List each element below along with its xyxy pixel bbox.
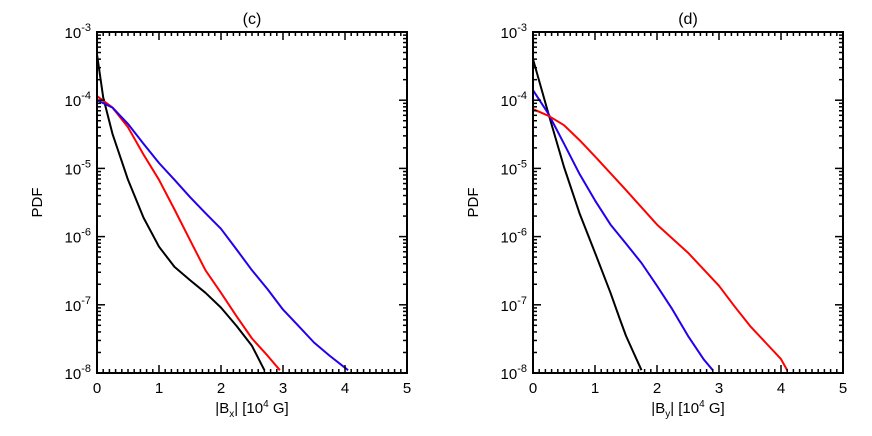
y-tick-label: 10-8 <box>65 363 91 383</box>
y-tick-base: 10 <box>501 298 518 315</box>
x-tick-label: 1 <box>155 380 163 397</box>
y-tick-base: 10 <box>501 230 518 247</box>
y-tick-base: 10 <box>65 93 82 110</box>
x-tick-label: 1 <box>591 380 599 397</box>
y-tick-label: 10-4 <box>501 90 527 110</box>
y-tick-label: 10-4 <box>65 90 91 110</box>
series-line-0 <box>97 54 266 371</box>
y-axis-label: PDF <box>29 188 46 218</box>
y-tick-label: 10-7 <box>501 295 527 315</box>
x-axis-label-part: 4 <box>699 399 705 410</box>
x-axis-label-part: 4 <box>263 399 269 410</box>
panel-title: (d) <box>678 11 698 28</box>
y-tick-exponent: -7 <box>517 295 527 307</box>
y-tick-exponent: -5 <box>81 158 91 170</box>
panel-c: 0 1 2 3 4 510-310-410-510-610-710-8(c)PDF|Bx|… <box>29 11 411 420</box>
x-tick-label: 2 <box>653 380 661 397</box>
y-tick-label: 10-3 <box>65 22 91 42</box>
y-tick-base: 10 <box>65 25 82 42</box>
x-axis-label: |Bx| [104 G] <box>215 399 288 420</box>
y-tick-base: 10 <box>501 25 518 42</box>
y-tick-exponent: -4 <box>81 90 91 102</box>
series-line-0 <box>533 58 643 371</box>
y-tick-exponent: -8 <box>81 363 91 375</box>
y-tick-base: 10 <box>501 366 518 383</box>
x-axis-label-part: x <box>229 409 234 420</box>
y-tick-label: 10-3 <box>501 22 527 42</box>
x-tick-label: 5 <box>839 380 847 397</box>
series-line-1 <box>97 95 281 371</box>
x-tick-label: 4 <box>777 380 785 397</box>
x-axis-label-part: G] <box>705 400 725 417</box>
x-axis-label: |By| [104 G] <box>651 399 724 420</box>
x-axis-label-part: G] <box>269 400 289 417</box>
x-tick-label: 5 <box>403 380 411 397</box>
y-tick-label: 10-6 <box>501 227 527 247</box>
x-tick-label: 3 <box>715 380 723 397</box>
y-tick-exponent: -6 <box>81 227 91 239</box>
y-axis-label: PDF <box>465 188 482 218</box>
y-tick-label: 10-5 <box>501 158 527 178</box>
plot-frame <box>532 31 844 374</box>
x-tick-label: 2 <box>217 380 225 397</box>
x-axis-label-part: y <box>665 409 670 420</box>
y-tick-label: 10-8 <box>501 363 527 383</box>
panel-title: (c) <box>243 11 262 28</box>
y-tick-exponent: -5 <box>517 158 527 170</box>
x-axis-label-part: |B <box>651 400 665 417</box>
y-tick-label: 10-7 <box>65 295 91 315</box>
x-tick-label: 3 <box>279 380 287 397</box>
y-tick-exponent: -3 <box>81 22 91 34</box>
y-tick-exponent: -8 <box>517 363 527 375</box>
y-tick-base: 10 <box>65 366 82 383</box>
y-tick-base: 10 <box>501 161 518 178</box>
y-tick-base: 10 <box>501 93 518 110</box>
x-tick-label: 0 <box>529 380 537 397</box>
y-tick-exponent: -4 <box>517 90 527 102</box>
series-line-1 <box>533 89 714 371</box>
series-line-2 <box>97 99 349 371</box>
y-tick-exponent: -3 <box>517 22 527 34</box>
x-tick-label: 4 <box>341 380 349 397</box>
x-axis-label-part: | [10 <box>234 400 263 417</box>
x-axis-label-part: | [10 <box>670 400 699 417</box>
y-tick-label: 10-6 <box>65 227 91 247</box>
plot-frame <box>96 31 408 374</box>
y-tick-exponent: -6 <box>517 227 527 239</box>
y-tick-exponent: -7 <box>81 295 91 307</box>
series-line-2 <box>533 108 789 371</box>
x-tick-label: 0 <box>93 380 101 397</box>
y-tick-base: 10 <box>65 298 82 315</box>
x-axis-label-part: |B <box>215 400 229 417</box>
panel-d: 0 1 2 3 4 510-310-410-510-610-710-8(d)PDF|By|… <box>465 11 847 420</box>
y-tick-base: 10 <box>65 230 82 247</box>
y-tick-label: 10-5 <box>65 158 91 178</box>
y-tick-base: 10 <box>65 161 82 178</box>
